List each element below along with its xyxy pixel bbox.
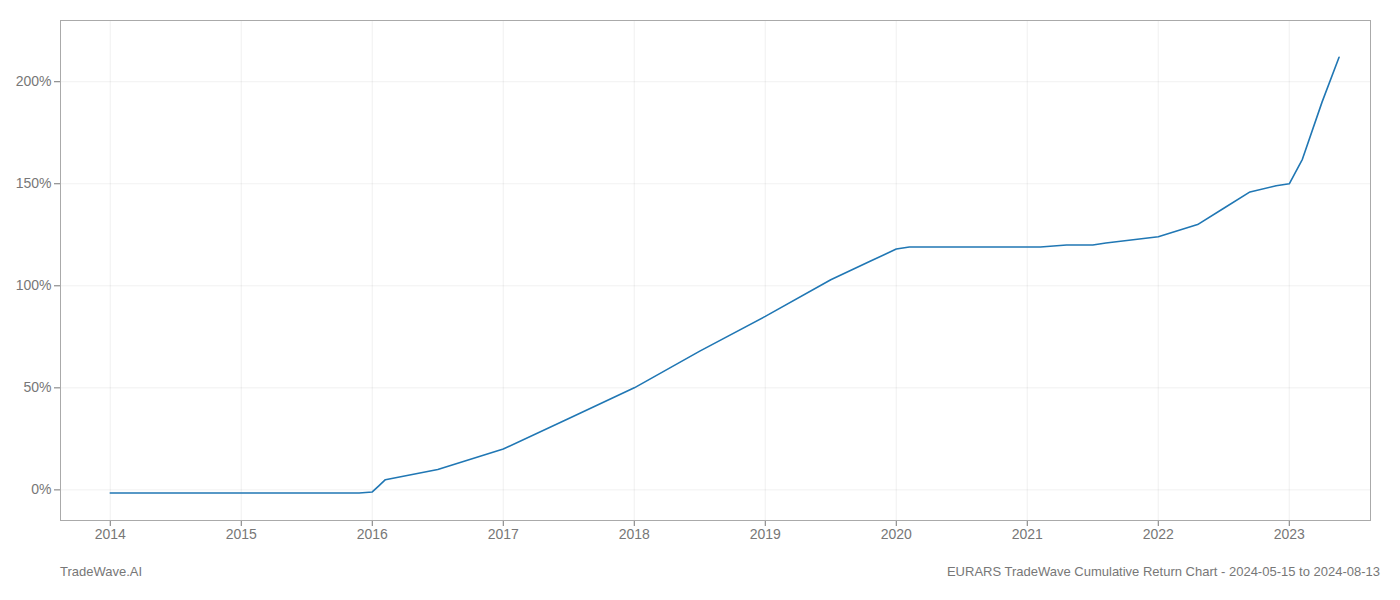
svg-text:2021: 2021: [1012, 526, 1043, 542]
svg-text:200%: 200%: [16, 73, 52, 89]
html-text:TradeWave.AI: TradeWave.AI: [60, 564, 143, 579]
svg-text:2016: 2016: [357, 526, 388, 542]
svg-text:2015: 2015: [226, 526, 257, 542]
svg-text:2019: 2019: [750, 526, 781, 542]
svg-text:2022: 2022: [1143, 526, 1174, 542]
svg-text:100%: 100%: [16, 277, 52, 293]
svg-text:2014: 2014: [95, 526, 126, 542]
html-text:EURARS TradeWave Cumulative Re: EURARS TradeWave Cumulative Return Chart…: [946, 564, 1380, 579]
svg-text:2023: 2023: [1274, 526, 1305, 542]
svg-text:50%: 50%: [23, 379, 51, 395]
svg-text:2017: 2017: [488, 526, 519, 542]
svg-text:2018: 2018: [619, 526, 650, 542]
svg-text:150%: 150%: [16, 175, 52, 191]
svg-text:0%: 0%: [31, 481, 51, 497]
svg-text:2020: 2020: [881, 526, 912, 542]
